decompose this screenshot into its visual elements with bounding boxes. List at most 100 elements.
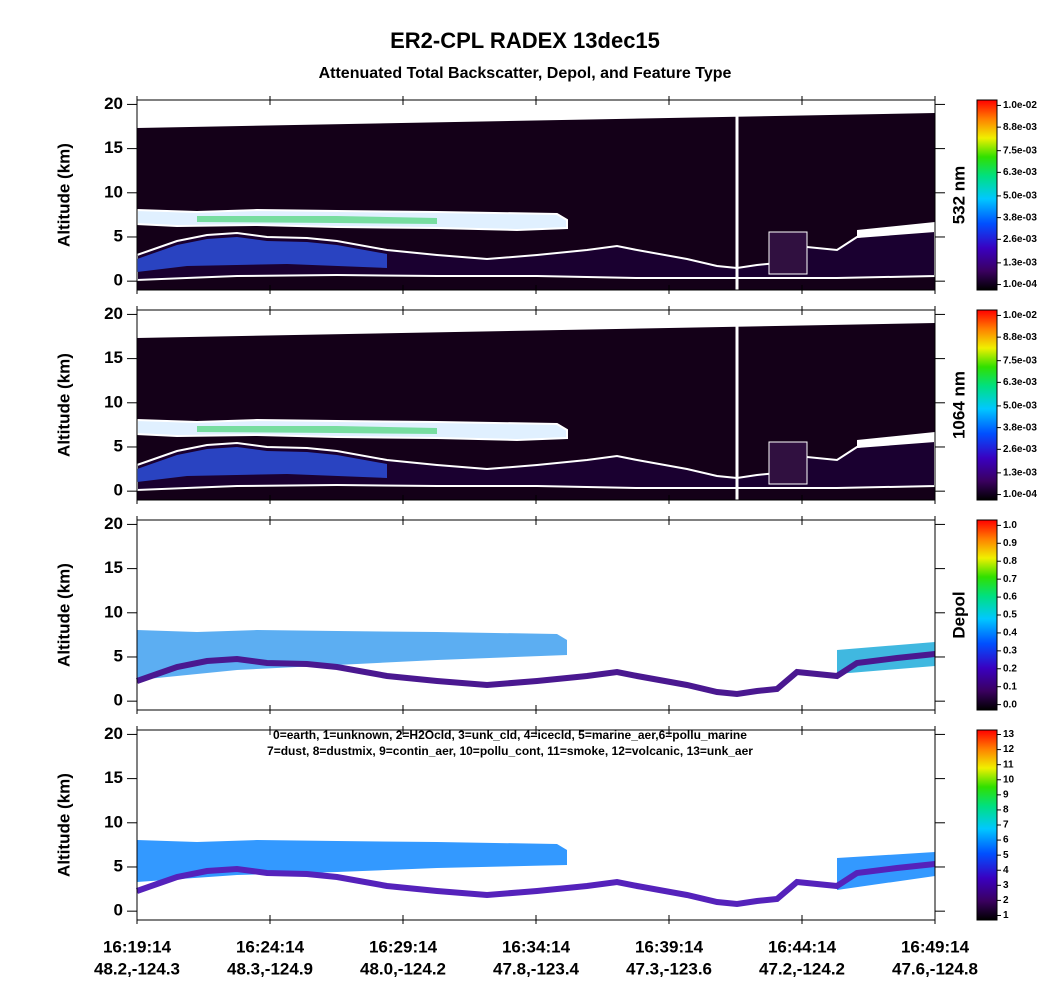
colorbar-tick-label: 0.1 (1003, 681, 1017, 692)
chart-subtitle: Attenuated Total Backscatter, Depol, and… (319, 65, 732, 82)
y-tick-label: 15 (104, 558, 123, 577)
colorbar-tick-label: 5 (1003, 850, 1009, 861)
colorbar-tick-label: 5.0e-03 (1003, 401, 1037, 412)
colorbar-tick-label: 1.3e-03 (1003, 467, 1037, 478)
x-tick-label: 47.8,-123.4 (493, 959, 580, 978)
y-tick-label: 20 (104, 94, 123, 113)
colorbar-tick-label: 7.5e-03 (1003, 145, 1037, 156)
colorbar-tick-label: 1.0e-02 (1003, 100, 1037, 111)
colorbar-title: 532 nm (949, 166, 968, 225)
colorbar-tick-label: 6.3e-03 (1003, 377, 1037, 388)
colorbar-tick-label: 3.8e-03 (1003, 212, 1037, 223)
panel: 0 5 10 15 20 Altitude (km) 1.0e-04 1.3e-03 2.6e-… (54, 304, 1037, 504)
low-feature-core (137, 447, 387, 482)
colorbar-tick-label: 0.8 (1003, 556, 1017, 567)
y-tick-label: 0 (114, 271, 123, 290)
colorbar-tick-label: 8.8e-03 (1003, 122, 1037, 133)
y-tick-label: 5 (114, 226, 123, 245)
y-axis-title: Altitude (km) (54, 773, 73, 877)
colorbar-tick-label: 9 (1003, 789, 1009, 800)
y-tick-label: 0 (114, 901, 123, 920)
x-tick-label: 16:44:14 (768, 937, 837, 956)
y-axis-title: Altitude (km) (54, 353, 73, 457)
column-cloud (768, 441, 808, 485)
colorbar-tick-label: 0.9 (1003, 538, 1017, 549)
colorbar-tick-label: 5.0e-03 (1003, 191, 1037, 202)
x-tick-label: 16:49:14 (901, 937, 970, 956)
colorbar-tick-label: 2.6e-03 (1003, 444, 1037, 455)
colorbar-tick-label: 0.6 (1003, 592, 1017, 603)
x-tick-label: 16:24:14 (236, 937, 305, 956)
colorbar (976, 309, 998, 501)
y-tick-label: 20 (104, 304, 123, 323)
panel: 0 5 10 15 20 Altitude (km) 0.0 0.1 0.2 0.3 0.4 0.5 0… (54, 514, 1017, 714)
colorbar-title: Depol (949, 591, 968, 638)
y-tick-label: 0 (114, 691, 123, 710)
y-tick-label: 10 (104, 602, 123, 621)
y-tick-label: 10 (104, 392, 123, 411)
x-tick-label: 16:29:14 (369, 937, 438, 956)
y-tick-label: 20 (104, 514, 123, 533)
x-tick-label: 16:19:14 (103, 937, 172, 956)
colorbar-tick-label: 3.8e-03 (1003, 422, 1037, 433)
x-tick-label: 48.3,-124.9 (227, 959, 313, 978)
colorbar-tick-label: 13 (1003, 729, 1015, 740)
y-tick-label: 5 (114, 646, 123, 665)
x-tick-label: 16:39:14 (635, 937, 704, 956)
chart-title: ER2-CPL RADEX 13dec15 (390, 28, 660, 53)
upper-feature (137, 630, 567, 680)
colorbar-tick-label: 0.0 (1003, 699, 1017, 710)
colorbar-tick-label: 1.0e-04 (1003, 489, 1037, 500)
ice-cloud (137, 840, 567, 882)
y-tick-label: 0 (114, 481, 123, 500)
colorbar-tick-label: 8 (1003, 805, 1009, 816)
colorbar-tick-label: 6 (1003, 835, 1009, 846)
colorbar-tick-label: 1.0e-04 (1003, 279, 1037, 290)
colorbar (976, 729, 998, 921)
legend-text: 0=earth, 1=unknown, 2=H2Ocld, 3=unk_cld,… (273, 728, 747, 742)
colorbar-tick-label: 4 (1003, 865, 1009, 876)
upper-cloud-core (197, 216, 437, 224)
colorbar-tick-label: 7 (1003, 820, 1009, 831)
colorbar-tick-label: 2.6e-03 (1003, 234, 1037, 245)
y-tick-label: 15 (104, 138, 123, 157)
colorbar-tick-label: 1 (1003, 910, 1009, 921)
y-tick-label: 10 (104, 182, 123, 201)
colorbar-tick-label: 0.7 (1003, 574, 1017, 585)
y-tick-label: 15 (104, 768, 123, 787)
colorbar-tick-label: 0.2 (1003, 663, 1017, 674)
y-tick-label: 10 (104, 812, 123, 831)
column-cloud (768, 231, 808, 275)
y-tick-label: 5 (114, 856, 123, 875)
colorbar-tick-label: 0.3 (1003, 645, 1017, 656)
upper-cloud-core (197, 426, 437, 434)
y-axis-title: Altitude (km) (54, 143, 73, 247)
water-cloud (136, 861, 936, 908)
x-tick-label: 16:34:14 (502, 937, 571, 956)
y-tick-label: 5 (114, 436, 123, 455)
colorbar-tick-label: 10 (1003, 774, 1015, 785)
colorbar-tick-label: 7.5e-03 (1003, 355, 1037, 366)
colorbar-tick-label: 12 (1003, 744, 1015, 755)
colorbar-tick-label: 11 (1003, 759, 1014, 770)
x-tick-label: 47.6,-124.8 (892, 959, 978, 978)
legend-text: 7=dust, 8=dustmix, 9=contin_aer, 10=poll… (267, 744, 753, 758)
y-tick-label: 20 (104, 724, 123, 743)
low-feature-core (137, 237, 387, 272)
colorbar-tick-label: 1.3e-03 (1003, 257, 1037, 268)
x-tick-label: 47.2,-124.2 (759, 959, 845, 978)
colorbar (976, 519, 998, 711)
right-cloud (857, 222, 935, 238)
colorbar-tick-label: 6.3e-03 (1003, 167, 1037, 178)
panel: 0 5 10 15 20 Altitude (km) 1.0e-04 1.3e-03 2.6e-… (54, 94, 1037, 294)
low-feature (136, 651, 936, 698)
y-axis-title: Altitude (km) (54, 563, 73, 667)
colorbar-tick-label: 2 (1003, 895, 1009, 906)
y-tick-label: 15 (104, 348, 123, 367)
colorbar-tick-label: 0.5 (1003, 610, 1017, 621)
x-tick-label: 48.0,-124.2 (360, 959, 446, 978)
colorbar-title: 1064 nm (949, 371, 968, 439)
colorbar (976, 99, 998, 291)
